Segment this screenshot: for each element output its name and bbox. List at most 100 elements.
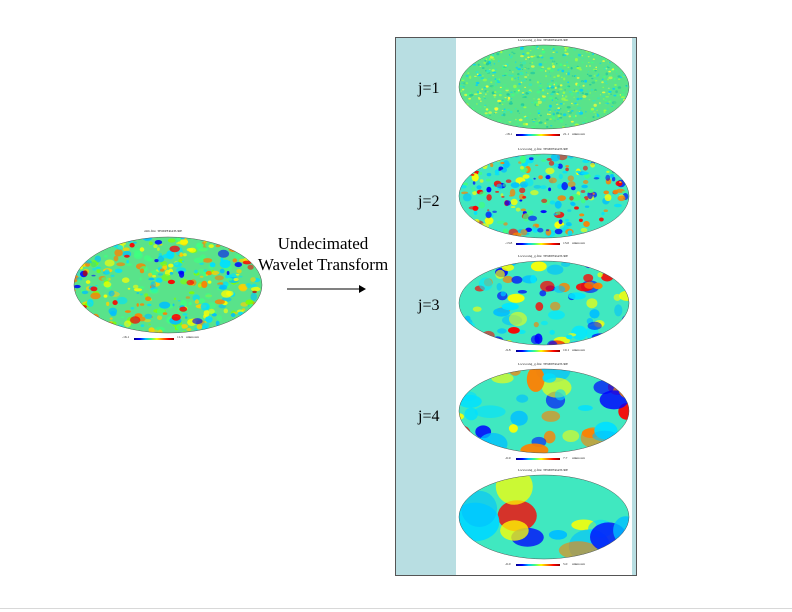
- fluctuation-blob: [461, 490, 498, 527]
- fluctuation-blob: [100, 237, 111, 243]
- fluctuation-blob: [522, 174, 530, 179]
- fluctuation-blob: [579, 97, 583, 100]
- fluctuation-blob: [502, 113, 506, 117]
- fluctuation-blob: [483, 95, 485, 97]
- fluctuation-blob: [462, 63, 465, 66]
- fluctuation-blob: [516, 109, 520, 113]
- fluctuation-blob: [468, 97, 471, 100]
- fluctuation-blob: [481, 88, 484, 90]
- fluctuation-blob: [483, 86, 487, 89]
- fluctuation-blob: [616, 221, 623, 225]
- scale-map-title: Lwvscalej_g.fits: TEMPERATURE: [518, 38, 569, 42]
- fluctuation-blob: [515, 207, 521, 212]
- fluctuation-blob: [510, 206, 516, 208]
- scale-range-unit: unknown: [572, 241, 586, 245]
- fluctuation-blob: [501, 110, 504, 111]
- fluctuation-blob: [611, 65, 613, 67]
- fluctuation-blob: [485, 211, 492, 219]
- fluctuation-blob: [619, 181, 622, 183]
- fluctuation-blob: [586, 73, 589, 75]
- fluctuation-blob: [612, 126, 616, 129]
- fluctuation-blob: [519, 155, 527, 164]
- fluctuation-blob: [530, 71, 536, 75]
- fluctuation-blob: [626, 66, 629, 68]
- fluctuation-blob: [492, 85, 494, 88]
- fluctuation-blob: [503, 45, 505, 46]
- fluctuation-blob: [522, 213, 530, 222]
- fluctuation-blob: [582, 159, 590, 163]
- fluctuation-blob: [609, 89, 611, 92]
- fluctuation-blob: [543, 46, 547, 48]
- fluctuation-blob: [564, 49, 567, 52]
- fluctuation-blob: [573, 89, 576, 92]
- fluctuation-blob: [605, 174, 611, 181]
- fluctuation-blob: [74, 322, 84, 328]
- fluctuation-blob: [576, 170, 581, 173]
- fluctuation-blob: [542, 91, 544, 94]
- fluctuation-blob: [521, 72, 525, 74]
- fluctuation-blob: [587, 56, 590, 58]
- fluctuation-blob: [605, 67, 608, 70]
- fluctuation-blob: [592, 58, 595, 60]
- fluctuation-blob: [527, 74, 529, 76]
- fluctuation-blob: [76, 254, 87, 262]
- fluctuation-blob: [536, 90, 541, 94]
- fluctuation-blob: [606, 65, 609, 67]
- fluctuation-blob: [555, 98, 558, 101]
- fluctuation-blob: [566, 61, 568, 64]
- fluctuation-blob: [482, 53, 486, 55]
- fluctuation-blob: [78, 256, 83, 258]
- fluctuation-blob: [610, 174, 614, 178]
- fluctuation-blob: [575, 236, 582, 238]
- fluctuation-blob: [493, 113, 496, 114]
- fluctuation-blob: [553, 60, 556, 63]
- fluctuation-blob: [488, 111, 492, 114]
- fluctuation-blob: [527, 91, 532, 94]
- fluctuation-blob: [461, 82, 463, 84]
- fluctuation-blob: [561, 44, 562, 45]
- fluctuation-blob: [124, 310, 131, 313]
- fluctuation-blob: [150, 287, 154, 290]
- source-range-max: 11.9: [177, 335, 183, 339]
- fluctuation-blob: [99, 320, 104, 328]
- fluctuation-blob: [495, 47, 499, 50]
- fluctuation-blob: [595, 231, 603, 236]
- fluctuation-blob: [524, 67, 526, 70]
- scale-map-title: Lwvscalej_g.fits: TEMPERATURE: [518, 362, 569, 366]
- fluctuation-blob: [486, 91, 489, 93]
- fluctuation-blob: [519, 187, 526, 194]
- fluctuation-blob: [576, 66, 580, 70]
- fluctuation-blob: [590, 123, 592, 125]
- fluctuation-blob: [614, 222, 623, 229]
- fluctuation-blob: [491, 91, 494, 95]
- fluctuation-blob: [211, 313, 217, 317]
- fluctuation-blob: [148, 277, 155, 281]
- fluctuation-blob: [611, 106, 613, 107]
- scale-label-j2: j=2: [418, 193, 440, 210]
- fluctuation-blob: [577, 45, 580, 46]
- fluctuation-blob: [526, 369, 545, 392]
- fluctuation-blob: [605, 82, 608, 85]
- scale-label-j4: j=4: [418, 408, 440, 425]
- fluctuation-blob: [528, 78, 532, 82]
- fluctuation-blob: [608, 101, 611, 103]
- fluctuation-blob: [563, 99, 569, 101]
- fluctuation-blob: [489, 48, 493, 52]
- fluctuation-blob: [209, 262, 216, 268]
- fluctuation-blob: [546, 87, 550, 89]
- fluctuation-blob: [597, 272, 603, 278]
- fluctuation-blob: [627, 99, 629, 102]
- fluctuation-blob: [606, 46, 610, 49]
- fluctuation-blob: [608, 75, 612, 77]
- fluctuation-blob: [538, 119, 541, 121]
- fluctuation-blob: [466, 50, 471, 54]
- fluctuation-blob: [204, 292, 212, 299]
- fluctuation-blob: [565, 52, 568, 53]
- fluctuation-blob: [250, 292, 257, 301]
- fluctuation-blob: [541, 198, 548, 203]
- fluctuation-blob: [576, 77, 580, 79]
- fluctuation-blob: [523, 96, 527, 98]
- fluctuation-blob: [553, 285, 566, 293]
- fluctuation-blob: [499, 91, 502, 93]
- fluctuation-blob: [581, 81, 584, 83]
